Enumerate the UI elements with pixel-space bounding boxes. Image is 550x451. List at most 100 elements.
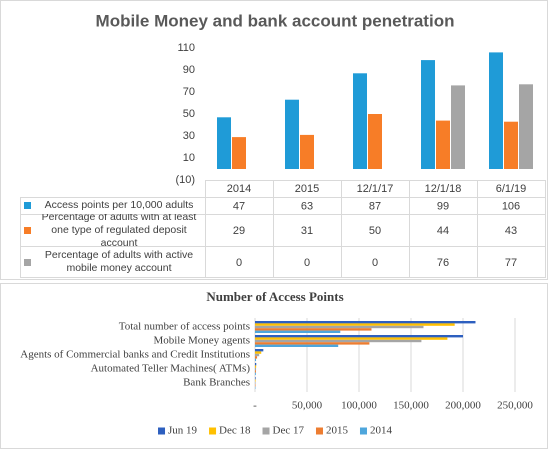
y-tick-label: Agents of Commercial banks and Credit In… [20,349,250,361]
legend-label: Dec 18 [219,425,251,437]
x-tick-label: 200,000 [445,400,481,412]
legend-label: Jun 19 [168,425,198,437]
table-cell: 63 [301,200,313,212]
bar [489,52,503,169]
bar [255,328,372,331]
table-cell: 47 [233,200,245,212]
table-cell: 0 [236,257,242,269]
legend-item: Access points per 10,000 adults [22,197,203,214]
bar [285,99,299,169]
y-tick-label: Mobile Money agents [153,335,250,347]
bar [255,381,256,385]
bar [368,114,382,169]
bar [255,379,256,382]
y-tick-label: (10) [175,174,195,186]
bar [255,367,257,371]
bar [519,84,533,169]
table-row-head: Access points per 10,000 adults [22,197,203,214]
x-tick-label: - [253,400,257,412]
y-tick-label: 90 [183,64,195,76]
table-cell: 43 [505,225,517,237]
table-header: 6/1/19 [496,183,527,195]
legend-label: Percentage of adults with active mobile … [44,249,194,274]
legend-label: Access points per 10,000 adults [44,199,194,211]
table-cell: 106 [502,200,520,212]
bar [255,370,256,373]
legend-key [315,427,323,435]
chart-title: Mobile Money and bank account penetratio… [96,11,455,30]
bar [436,120,450,169]
legend-label: Percentage of adults with at least one t… [41,214,197,246]
bar [421,60,435,169]
bar [255,372,256,375]
bar [300,134,314,169]
bar [255,363,257,366]
bar [255,349,264,352]
bar [255,342,370,345]
legend-key [158,427,166,435]
bottom-panel [0,283,548,449]
table-cell: 0 [304,257,310,269]
x-tick-label: 250,000 [497,400,533,412]
bar [353,73,367,169]
bar [451,85,465,169]
table-cell: 87 [369,200,381,212]
bar [255,323,455,326]
bar [255,356,258,359]
x-tick-label: 150,000 [393,400,429,412]
y-tick-label: 110 [177,42,195,54]
table-header: 12/1/17 [357,183,394,195]
bar [255,321,476,324]
table-cell: 29 [233,225,245,237]
legend-label: Dec 17 [273,425,305,437]
bar [232,137,246,169]
legend-key [24,202,31,209]
table-cell: 76 [437,257,449,269]
bar [504,121,518,169]
y-tick-label: 10 [183,152,195,164]
table-header: 2015 [295,183,319,195]
table-cell: 77 [505,257,517,269]
bar [255,353,260,357]
x-tick-label: 100,000 [341,400,377,412]
bar [217,117,231,169]
legend-key [24,226,31,234]
bar [255,339,422,343]
table-cell: 44 [437,225,449,237]
table-cell: 0 [372,257,378,269]
legend-key [359,427,367,435]
chart-title: Number of Access Points [206,289,343,304]
table-cell: 99 [437,200,449,212]
bar [255,358,257,361]
legend-item: Percentage of adults with at least one t… [22,214,203,246]
bar [255,344,339,347]
legend: Jun 19 Dec 18 Dec 17 2015 2014 [158,425,392,437]
legend-key [262,427,270,435]
y-tick-label: Bank Branches [183,377,250,389]
y-tick-label: Automated Teller Machines( ATMs) [91,363,251,375]
legend-key [209,427,217,435]
legend-key [24,258,31,266]
table-header: 2014 [227,183,251,195]
bar [255,330,341,333]
bar [255,325,424,329]
bar [255,351,262,354]
bar [255,337,448,340]
top-panel [0,0,548,280]
x-tick-label: 50,000 [292,400,323,412]
bar [255,335,463,338]
y-tick-label: 30 [183,130,195,142]
legend-label: 2014 [370,425,393,437]
bar [255,377,256,380]
table-cell: 31 [301,225,313,237]
y-tick-label: 70 [183,86,195,98]
table-row-head: Percentage of adults with at least one t… [22,214,203,246]
y-tick-label: 50 [183,108,195,120]
legend-item: Percentage of adults with active mobile … [22,246,203,278]
table-header: 12/1/18 [425,183,462,195]
y-tick-label: Total number of access points [119,321,250,333]
table-cell: 50 [369,225,381,237]
bar [255,365,257,368]
